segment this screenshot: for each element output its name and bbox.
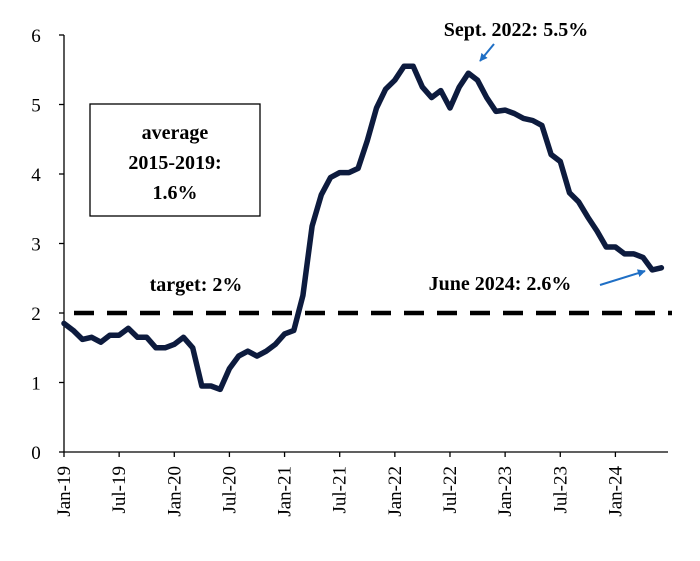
x-tick-label: Jan-22: [385, 466, 406, 517]
y-tick-label: 2: [31, 304, 41, 325]
x-tick-label: Jan-21: [275, 466, 296, 517]
x-tick-label: Jan-19: [54, 466, 75, 517]
x-tick-label: Jul-23: [550, 466, 571, 514]
inflation-series-line: [61, 63, 665, 393]
x-ticks: Jan-19 Jul-19 Jan-20 Jul-20 Jan-21 Jul-21 Jan-…: [54, 452, 626, 517]
average-box-frame: [89, 103, 261, 217]
x-tick-label: Jan-24: [605, 466, 626, 517]
latest-arrow: [599, 269, 646, 286]
y-tick-label: 5: [31, 96, 41, 117]
x-tick-label: Jul-22: [440, 466, 461, 514]
peak-arrow: [479, 43, 495, 62]
y-ticks: 0 1 2 3 4 5 6: [31, 26, 64, 464]
average-box: average 2015-2019: 1.6%: [89, 103, 261, 217]
x-tick-label: Jul-21: [330, 466, 351, 514]
x-tick-label: Jul-19: [109, 466, 130, 514]
average-box-line-3: 1.6%: [153, 182, 198, 204]
latest-label: June 2024: 2.6%: [429, 273, 572, 295]
peak-label: Sept. 2022: 5.5%: [444, 19, 588, 41]
y-tick-label: 1: [31, 374, 41, 395]
average-box-line-1: average: [142, 122, 209, 144]
target-reference: target: 2%: [74, 274, 672, 316]
target-label: target: 2%: [150, 274, 243, 296]
peak-annotation: Sept. 2022: 5.5%: [444, 19, 588, 62]
average-box-line-2: 2015-2019:: [128, 152, 221, 174]
y-tick-label: 4: [31, 165, 41, 186]
y-tick-label: 3: [31, 235, 41, 256]
axes: [63, 35, 668, 453]
y-tick-label: 6: [31, 26, 41, 47]
latest-annotation: June 2024: 2.6%: [429, 269, 646, 295]
x-tick-label: Jul-20: [219, 466, 240, 514]
x-tick-label: Jan-23: [495, 466, 516, 517]
y-tick-label: 0: [31, 443, 41, 464]
x-tick-label: Jan-20: [164, 466, 185, 517]
